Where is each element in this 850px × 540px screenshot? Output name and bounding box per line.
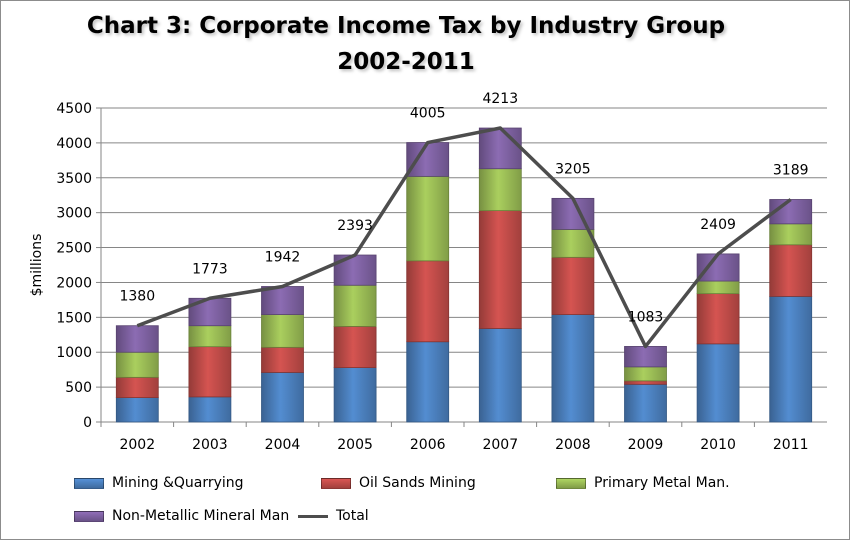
- y-tick-label: 0: [83, 415, 92, 431]
- y-tick-label: 2000: [56, 275, 92, 291]
- y-tick-label: 3000: [56, 206, 92, 222]
- y-tick-label: 2500: [56, 241, 92, 257]
- bar-segment: [406, 260, 450, 343]
- legend-swatch: [74, 510, 104, 522]
- x-tick-label: 2002: [119, 437, 155, 453]
- bar-segment: [115, 376, 159, 398]
- labels: 1380 1773 1942 2393 4005 4213 3205 1083 2409 3189: [119, 91, 808, 325]
- y-tick-label: 1500: [56, 310, 92, 326]
- bar-segment: [769, 295, 813, 423]
- total-line: [136, 126, 792, 349]
- bar-segment: [551, 314, 595, 423]
- bars: [115, 127, 813, 423]
- bar-segment: [406, 142, 450, 177]
- bar-segment: [478, 168, 522, 211]
- bar-segment: [333, 367, 377, 423]
- x-tick-label: 2010: [700, 437, 736, 453]
- legend-label: Oil Sands Mining: [359, 475, 476, 491]
- total-data-label: 2393: [337, 218, 373, 234]
- total-data-label: 3205: [555, 161, 591, 177]
- bar-segment: [115, 397, 159, 423]
- total-line-group: [136, 126, 792, 349]
- chart-subtitle: 2002-2011: [337, 49, 475, 75]
- y-tick-label: 1000: [56, 345, 92, 361]
- legend-item: Oil Sands Mining: [321, 475, 476, 491]
- bar-segment: [261, 346, 304, 373]
- bar-segment: [188, 396, 232, 423]
- bar-segment: [261, 286, 304, 315]
- bar-segment: [696, 280, 740, 295]
- bar-segment: [696, 343, 740, 423]
- y-tick-label: 4000: [56, 136, 92, 152]
- bar-segment: [188, 346, 232, 398]
- x-tick-label: 2007: [482, 437, 518, 453]
- chart-title: Chart 3: Corporate Income Tax by Industr…: [86, 13, 726, 39]
- bar-segment: [188, 325, 232, 348]
- total-data-label: 4213: [482, 91, 518, 107]
- legend-line-swatch: [298, 514, 328, 518]
- bar-segment: [333, 284, 377, 327]
- legend-label: Primary Metal Man.: [594, 475, 730, 491]
- legend-item: Non-Metallic Mineral Man: [74, 508, 289, 524]
- bar-segment: [478, 127, 522, 170]
- x-tick-label: 2005: [337, 437, 373, 453]
- bar-segment: [769, 223, 813, 246]
- y-tick-label: 3500: [56, 171, 92, 187]
- legend-label: Non-Metallic Mineral Man: [112, 508, 290, 524]
- legend-label: Mining &Quarrying: [112, 475, 244, 491]
- x-tick-label: 2006: [410, 437, 446, 453]
- bar-segment: [115, 351, 159, 378]
- total-data-label: 4005: [410, 106, 446, 122]
- legend-swatch: [74, 477, 104, 489]
- bar-segment: [696, 253, 740, 282]
- bar-segment: [478, 210, 522, 329]
- bar-segment: [624, 383, 667, 423]
- total-data-label: 1942: [265, 249, 301, 265]
- legend-swatch: [556, 477, 586, 489]
- bar-segment: [551, 229, 595, 258]
- x-tick-label: 2009: [628, 437, 664, 453]
- total-data-label: 3189: [773, 162, 809, 178]
- y-axis-label: $millions: [29, 234, 45, 297]
- bar-segment: [406, 175, 450, 262]
- total-data-label: 1083: [628, 309, 664, 325]
- legend-item: Primary Metal Man.: [556, 475, 730, 491]
- bar-segment: [261, 372, 304, 423]
- total-data-label: 1773: [192, 261, 228, 277]
- legend-swatch: [321, 477, 351, 489]
- bar-segment: [333, 326, 377, 368]
- legend-item: Mining &Quarrying: [74, 475, 244, 491]
- axes: 0 500 1000 1500 2000 2500 3000 3500 4000 4500 $mil…: [29, 101, 827, 453]
- x-tick-label: 2004: [265, 437, 301, 453]
- x-tick-label: 2011: [773, 437, 809, 453]
- y-tick-label: 4500: [56, 101, 92, 117]
- bar-segment: [624, 380, 667, 385]
- bar-segment: [769, 244, 813, 297]
- total-data-label: 1380: [119, 289, 155, 305]
- bar-segment: [115, 325, 159, 353]
- bar-segment: [696, 293, 740, 345]
- x-tick-label: 2003: [192, 437, 228, 453]
- legend-label: Total: [336, 508, 369, 524]
- x-tick-label: 2008: [555, 437, 591, 453]
- bar-segment: [261, 314, 304, 348]
- bar-segment: [478, 328, 522, 423]
- bar-segment: [624, 346, 667, 368]
- y-tick-label: 500: [65, 380, 92, 396]
- bar-segment: [406, 341, 450, 423]
- bar-segment: [624, 366, 667, 382]
- legend-item: Total: [298, 508, 369, 524]
- total-data-label: 2409: [700, 217, 736, 233]
- bar-segment: [551, 256, 595, 315]
